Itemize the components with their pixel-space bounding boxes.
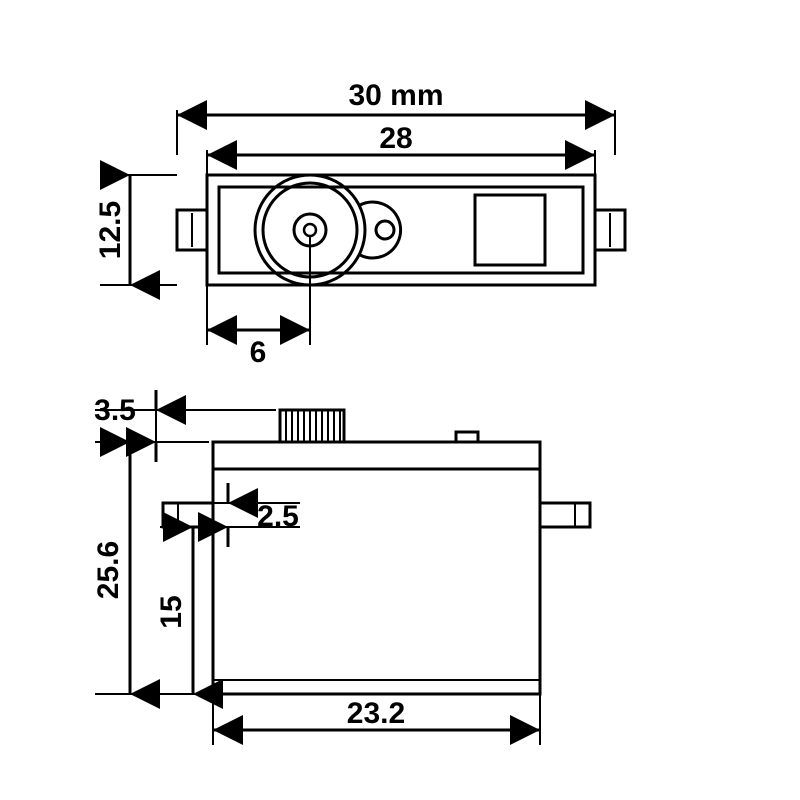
dim-3-5: 3.5: [94, 394, 136, 427]
dim-23-2: 23.2: [347, 697, 405, 730]
spline: [280, 410, 344, 442]
dim-30mm: 30 mm: [348, 79, 443, 112]
dim-15: 15: [155, 595, 188, 628]
dim-2-5: 2.5: [257, 500, 299, 533]
top-view: 30 mm 28 12.5: [94, 79, 625, 369]
dim-6: 6: [250, 336, 267, 369]
dim-12-5: 12.5: [94, 201, 127, 259]
servo-dimension-drawing: 30 mm 28 12.5: [0, 0, 800, 800]
dim-28: 28: [379, 122, 412, 155]
dim-25-6: 25.6: [92, 541, 125, 599]
side-view: 3.5 2.5 25.6 15 23.2: [92, 390, 590, 745]
